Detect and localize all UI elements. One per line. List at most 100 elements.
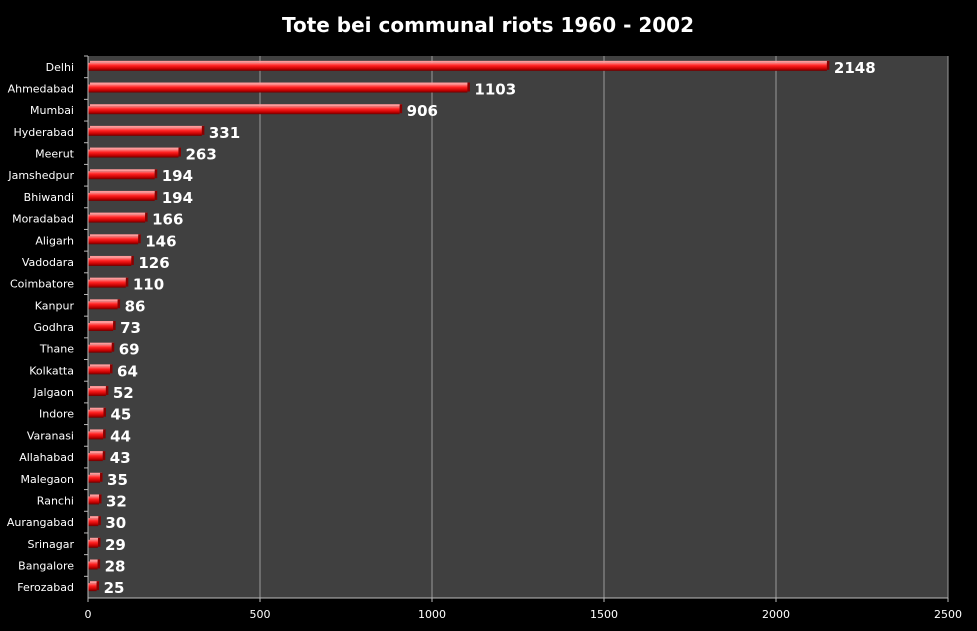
bar — [88, 453, 103, 462]
value-label: 25 — [104, 579, 125, 597]
value-label: 194 — [162, 167, 193, 185]
bar — [88, 344, 112, 353]
category-label: Aligarh — [35, 234, 74, 247]
category-label: Bangalore — [18, 559, 74, 572]
bar — [88, 214, 146, 223]
bar — [88, 62, 827, 71]
bar — [88, 127, 202, 136]
bar — [88, 388, 106, 397]
category-label: Hyderabad — [14, 126, 75, 139]
axes: 0 500 1000 1500 2000 2500 Delhi Ahmedabad Mumbai… — [7, 55, 962, 621]
grid-lines — [259, 56, 949, 598]
category-label: Ranchi — [37, 494, 74, 507]
x-tick-label: 1500 — [590, 608, 618, 621]
bar-end-face — [467, 82, 470, 92]
bar-end-face — [96, 581, 100, 591]
category-label: Jalgaon — [33, 386, 74, 399]
bar-end-face — [399, 104, 403, 114]
bar — [88, 323, 114, 331]
bar-top-face — [90, 277, 128, 280]
bar-top-face — [90, 494, 102, 497]
bar-end-face — [111, 342, 115, 352]
value-label: 906 — [407, 102, 438, 120]
value-label: 110 — [133, 276, 164, 294]
category-label: Aurangabad — [7, 516, 74, 529]
value-label: 30 — [105, 514, 126, 532]
bar — [88, 474, 101, 483]
value-label: 73 — [120, 319, 141, 337]
bar-end-face — [131, 255, 134, 265]
bar — [88, 366, 111, 375]
value-label: 86 — [125, 297, 146, 315]
category-label: Jamshedpur — [7, 169, 74, 182]
category-label: Kanpur — [35, 299, 75, 312]
category-label: Varanasi — [27, 429, 74, 442]
category-label: Allahabad — [19, 451, 74, 464]
bar-top-face — [90, 60, 829, 63]
bar-top-face — [90, 147, 181, 150]
bar-end-face — [138, 234, 141, 244]
bar-top-face — [90, 342, 114, 345]
bar — [88, 409, 104, 418]
value-label: 1103 — [474, 81, 516, 99]
category-label: Godhra — [34, 321, 74, 334]
value-label: 35 — [107, 471, 128, 489]
value-label: 64 — [117, 362, 138, 380]
x-tick-label: 2000 — [762, 608, 790, 621]
x-tick-label: 1000 — [418, 608, 446, 621]
value-label: 126 — [138, 254, 169, 272]
bar-top-face — [90, 581, 99, 584]
bar-top-face — [90, 429, 106, 432]
bar-end-face — [97, 559, 101, 569]
category-label: Ferozabad — [17, 581, 74, 594]
category-label: Ahmedabad — [8, 83, 74, 96]
bar-top-face — [90, 125, 204, 128]
bar — [88, 496, 100, 505]
bar-top-face — [90, 364, 113, 367]
bar-top-face — [90, 386, 108, 389]
category-label: Bhiwandi — [24, 191, 74, 204]
bar-end-face — [99, 494, 102, 504]
bar-top-face — [90, 169, 157, 172]
value-label: 52 — [113, 384, 134, 402]
x-tick-label: 0 — [85, 608, 92, 621]
bar — [88, 518, 99, 527]
bar-top-face — [90, 299, 120, 302]
bar-top-face — [90, 516, 101, 519]
category-label: Mumbai — [30, 104, 74, 117]
bar — [88, 583, 97, 592]
category-label: Malegaon — [21, 473, 75, 486]
bar-end-face — [100, 472, 103, 482]
bar-end-face — [103, 429, 106, 439]
value-label: 29 — [105, 536, 126, 554]
bar-top-face — [90, 190, 157, 193]
value-label: 166 — [152, 211, 183, 229]
bar-end-face — [98, 516, 101, 526]
value-label: 2148 — [834, 59, 876, 77]
category-label: Coimbatore — [10, 278, 74, 291]
bar-top-face — [90, 559, 100, 562]
value-label: 44 — [110, 427, 131, 445]
bar-end-face — [178, 147, 181, 157]
category-label: Delhi — [46, 61, 74, 74]
bar — [88, 171, 155, 180]
bar-top-face — [90, 212, 148, 215]
bar-end-face — [154, 190, 158, 200]
category-label: Srinagar — [27, 538, 74, 551]
bar-top-face — [90, 451, 105, 454]
value-label: 45 — [110, 406, 131, 424]
category-label: Moradabad — [12, 213, 74, 226]
bar-top-face — [90, 472, 103, 475]
bar-end-face — [125, 277, 129, 287]
bar-end-face — [113, 321, 116, 330]
bar-top-face — [90, 537, 100, 540]
value-label: 43 — [110, 449, 131, 467]
value-label: 32 — [106, 492, 127, 510]
chart-title: Tote bei communal riots 1960 - 2002 — [282, 13, 694, 37]
bars: 2148 1103 906 331 263 194 194 166 146 126 110 86 73 6… — [88, 59, 876, 597]
bar-end-face — [97, 537, 101, 547]
category-label: Meerut — [35, 148, 75, 161]
value-label: 28 — [105, 557, 126, 575]
category-label: Vadodara — [22, 256, 74, 269]
